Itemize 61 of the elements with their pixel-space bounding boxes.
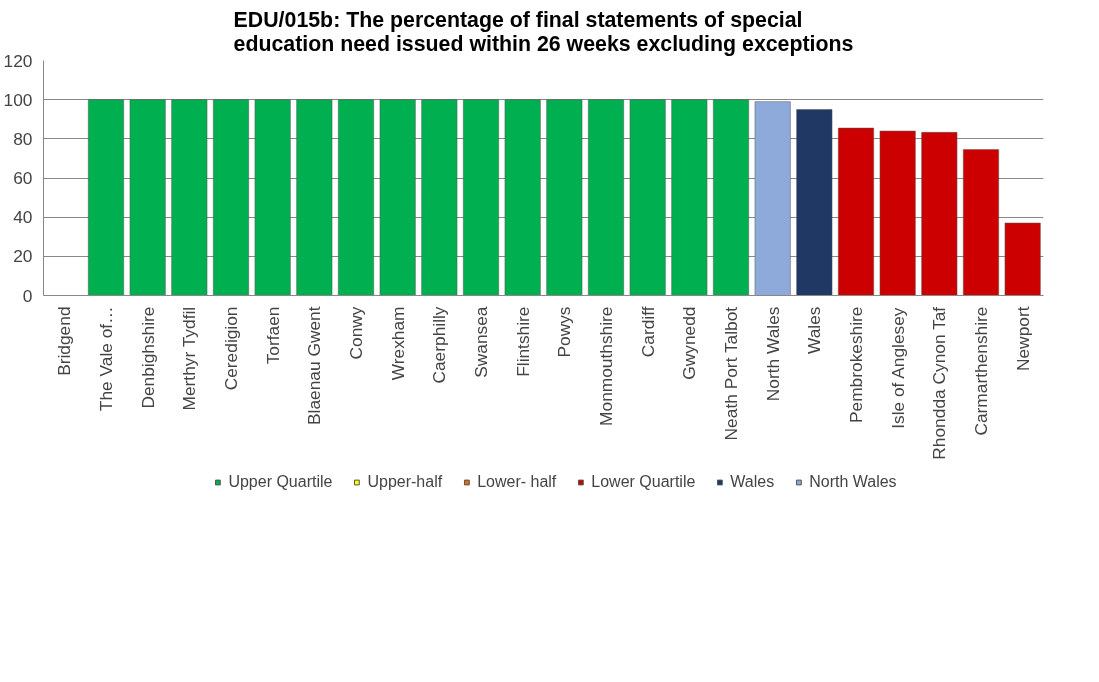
x-tick-label: Flintshire xyxy=(512,306,533,377)
x-tick-label: Caerphilly xyxy=(429,306,450,384)
legend-label: Upper-half xyxy=(367,473,443,491)
x-tick-label: Pembrokeshire xyxy=(846,306,866,424)
bar xyxy=(171,99,208,296)
x-tick-label: Carmarthenshire xyxy=(971,306,991,436)
bar xyxy=(1004,222,1041,296)
bar xyxy=(713,99,749,296)
bar xyxy=(838,127,874,296)
bar xyxy=(379,99,416,296)
y-tick-label: 40 xyxy=(13,207,33,228)
bar xyxy=(463,99,499,296)
x-tick-label: Ceredigion xyxy=(221,306,241,391)
y-tick-label: 60 xyxy=(13,168,33,188)
bar xyxy=(546,99,583,296)
y-tick-label: 100 xyxy=(3,89,33,110)
legend-label: Lower Quartile xyxy=(591,473,696,491)
x-tick-label: Monmouthshire xyxy=(596,306,616,426)
x-tick-label: Denbighshire xyxy=(137,306,158,409)
y-tick-label: 120 xyxy=(3,50,33,71)
bar xyxy=(254,99,291,296)
bar xyxy=(88,99,124,296)
x-tick-label: Conwy xyxy=(346,306,366,360)
bar xyxy=(879,130,916,296)
bar xyxy=(963,149,999,296)
x-tick-label: North Wales xyxy=(762,306,783,402)
x-tick-label: Powys xyxy=(554,306,575,358)
bar xyxy=(338,99,374,296)
chart-title: EDU/015b: The percentage of final statements of special education need issued within 26 weeks excluding exceptions xyxy=(233,7,854,56)
bar xyxy=(671,99,708,296)
x-tick-label: Rhondda Cynon Taf xyxy=(929,306,950,460)
y-tick-label: 80 xyxy=(13,128,33,149)
x-tick-label: Merthyr Tydfil xyxy=(179,306,200,411)
bar xyxy=(588,99,624,296)
x-tick-label: Torfaen xyxy=(262,306,283,365)
x-tick-label: Isle of Anglesey xyxy=(887,307,908,429)
bar xyxy=(796,109,833,296)
x-tick-label: Bridgend xyxy=(54,306,75,376)
bar xyxy=(504,99,541,296)
x-tick-label: Swansea xyxy=(471,306,491,378)
bar xyxy=(129,99,166,296)
legend-label: Lower- half xyxy=(477,473,557,491)
y-tick-label: 20 xyxy=(13,246,33,267)
bar xyxy=(754,101,791,296)
bar xyxy=(296,99,333,296)
x-tick-label: Blaenau Gwent xyxy=(304,306,325,425)
bar xyxy=(213,99,249,296)
legend-label: North Wales xyxy=(809,473,897,491)
y-tick-label: 0 xyxy=(22,285,33,306)
x-tick-label: Wales xyxy=(804,306,825,354)
x-tick-label: The Vale of… xyxy=(96,306,116,412)
bar xyxy=(421,99,458,296)
x-tick-label: Newport xyxy=(1012,306,1033,372)
bar xyxy=(629,99,666,296)
bar xyxy=(921,132,958,296)
legend-label: Wales xyxy=(730,473,775,491)
x-tick-label: Gwynedd xyxy=(679,306,700,380)
x-tick-label: Wrexham xyxy=(387,306,408,381)
x-tick-label: Cardiff xyxy=(637,306,658,358)
x-tick-label: Neath Port Talbot xyxy=(721,306,741,441)
legend-label: Upper Quartile xyxy=(228,473,333,491)
